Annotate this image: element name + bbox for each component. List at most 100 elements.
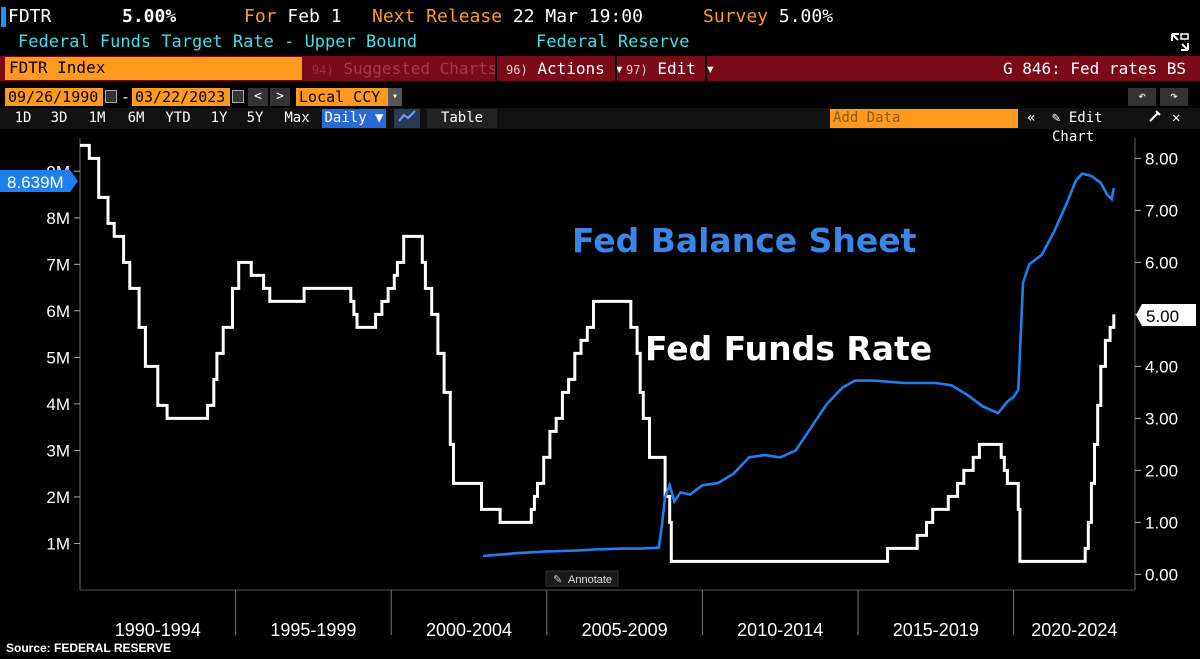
settings-icon[interactable] xyxy=(1148,109,1166,128)
left-tick-label: 3M xyxy=(46,441,70,460)
edit-num: 97) xyxy=(626,63,648,77)
description: Federal Funds Target Rate - Upper Bound xyxy=(18,32,418,52)
annotate-pencil-icon: ✎ xyxy=(553,574,562,586)
source-footer: Source: FEDERAL RESERVE xyxy=(6,641,171,655)
collapse-icon[interactable]: « xyxy=(1027,110,1036,126)
survey-value: 5.00% xyxy=(778,6,834,27)
currency-select[interactable]: Local CCY ▾ xyxy=(296,88,402,106)
right-tick-label: 1.00 xyxy=(1145,513,1178,532)
suggested-num: 94) xyxy=(312,63,334,77)
left-tick-label: 4M xyxy=(46,395,70,414)
annotate-label: Annotate xyxy=(568,574,612,586)
graph-title: G 846: Fed rates BS xyxy=(1002,59,1186,78)
next-release-label: Next Release xyxy=(372,6,503,27)
left-tick-label: 6M xyxy=(46,302,70,321)
divider xyxy=(615,56,617,81)
left-axis: 1M2M3M4M5M6M7M8M9M xyxy=(46,138,81,590)
for-label: For xyxy=(244,6,277,27)
range-5y[interactable]: 5Y xyxy=(246,110,264,126)
edit-menu[interactable]: 97) Edit ▾ xyxy=(620,56,721,81)
calendar-icon[interactable] xyxy=(105,90,117,103)
left-tick-label: 7M xyxy=(46,255,70,274)
right-tick-label: 8.00 xyxy=(1145,149,1178,168)
x-tick-label: 2000-2004 xyxy=(426,620,512,640)
suggested-charts-button[interactable]: 94) Suggested Charts xyxy=(306,56,503,81)
right-last-value: 5.00 xyxy=(1136,304,1196,326)
survey-label: Survey xyxy=(703,6,769,27)
for-date: For Feb 1 xyxy=(244,6,342,27)
range-bar: 1D 3D 1M 6M YTD 1Y 5Y Max Daily ▼ Table … xyxy=(0,108,1200,145)
range-3d[interactable]: 3D xyxy=(50,110,68,126)
right-tick-label: 7.00 xyxy=(1145,201,1178,220)
right-tick-label: 3.00 xyxy=(1145,409,1178,428)
fed-balance-sheet-line xyxy=(482,172,1116,558)
edit-label: Edit ▾ xyxy=(657,59,716,78)
right-axis: 0.00 1.00 2.00 3.00 4.00 5.00 6.00 7.00 8.00 xyxy=(1134,138,1178,590)
ticker[interactable]: FDTR xyxy=(8,6,52,27)
redo-icon[interactable]: ↷ xyxy=(1160,88,1188,106)
left-tick-label: 8M xyxy=(46,209,70,228)
calendar-icon[interactable] xyxy=(232,90,244,103)
security-header: FDTR 5.00% For Feb 1 Next Release 22 Mar… xyxy=(0,0,1200,34)
table-button[interactable]: Table xyxy=(427,109,497,128)
date-range-bar: 09/26/1990 - 03/22/2023 < > Local CCY ▾ ↶… xyxy=(0,86,1200,108)
actions-menu[interactable]: 96) Actions ▾ xyxy=(500,56,630,81)
right-tick-label: 4.00 xyxy=(1145,357,1178,376)
left-tick-label: 5M xyxy=(46,348,70,367)
x-tick-label: 2020-2024 xyxy=(1031,620,1117,640)
x-tick-label: 2005-2009 xyxy=(582,620,668,640)
chevron-left-icon[interactable]: < xyxy=(248,88,268,106)
end-date-input[interactable]: 03/22/2023 xyxy=(132,88,230,106)
range-1m[interactable]: 1M xyxy=(88,110,106,126)
right-last-value-text: 5.00 xyxy=(1146,307,1179,326)
security-description: Federal Funds Target Rate - Upper Bound … xyxy=(0,30,1200,56)
close-icon[interactable]: ✕ xyxy=(1172,110,1181,126)
divider xyxy=(705,56,707,81)
x-tick-label: 1990-1994 xyxy=(115,620,201,640)
range-max[interactable]: Max xyxy=(284,110,310,126)
x-tick-label: 2015-2019 xyxy=(893,620,979,640)
last-price: 5.00% xyxy=(122,6,177,27)
undo-icon[interactable]: ↶ xyxy=(1128,88,1156,106)
range-6m[interactable]: 6M xyxy=(127,110,145,126)
annotate-button[interactable]: ✎ Annotate xyxy=(545,570,619,587)
source-name: Federal Reserve xyxy=(536,32,690,52)
range-1d[interactable]: 1D xyxy=(14,110,32,126)
next-release-value: 22 Mar 19:00 xyxy=(512,6,643,27)
line-chart-icon[interactable] xyxy=(394,109,420,128)
expand-icon[interactable] xyxy=(1170,32,1192,54)
security-input[interactable]: FDTR Index xyxy=(5,57,302,80)
survey: Survey 5.00% xyxy=(703,6,833,27)
annotate-button-bg xyxy=(545,570,619,587)
source-label: Source: xyxy=(6,641,51,655)
actions-label: Actions ▾ xyxy=(537,59,625,78)
chevron-right-icon[interactable]: > xyxy=(270,88,290,106)
frequency-select[interactable]: Daily ▼ xyxy=(322,109,386,128)
left-last-value-text: 8.639M xyxy=(7,173,64,192)
command-bar: FDTR Index 94) Suggested Charts 96) Acti… xyxy=(0,56,1200,81)
actions-num: 96) xyxy=(506,63,528,77)
chart[interactable]: 1M2M3M4M5M6M7M8M9M 0.001.002.003.004.005… xyxy=(0,130,1200,640)
series-layer xyxy=(80,143,1116,563)
edit-chart-button[interactable]: ✎ Edit Chart xyxy=(1052,110,1103,145)
date-separator: - xyxy=(121,88,131,106)
x-tick-label: 2010-2014 xyxy=(737,620,823,640)
add-data-input[interactable]: Add Data xyxy=(830,109,1018,128)
right-tick-label: 6.00 xyxy=(1145,253,1178,272)
x-axis: 1990-1994 1995-1999 2000-2004 2005-2009 2010… xyxy=(80,589,1135,640)
right-tick-label: 2.00 xyxy=(1145,461,1178,480)
left-last-value: 8.639M xyxy=(0,170,78,192)
fed-funds-rate-line xyxy=(80,143,1116,563)
range-1y[interactable]: 1Y xyxy=(210,110,228,126)
start-date-input[interactable]: 09/26/1990 xyxy=(5,88,103,106)
x-tick-label: 1995-1999 xyxy=(270,620,356,640)
balance-sheet-annotation: Fed Balance Sheet xyxy=(572,221,917,260)
right-last-value-tag xyxy=(1136,304,1196,326)
range-ytd[interactable]: YTD xyxy=(165,110,191,126)
currency-value: Local CCY xyxy=(299,88,381,106)
left-tick-label: 1M xyxy=(46,534,70,553)
divider xyxy=(495,56,497,81)
fed-funds-annotation: Fed Funds Rate xyxy=(645,329,932,368)
right-tick-label: 0.00 xyxy=(1145,565,1178,584)
ticker-marker xyxy=(1,7,6,27)
